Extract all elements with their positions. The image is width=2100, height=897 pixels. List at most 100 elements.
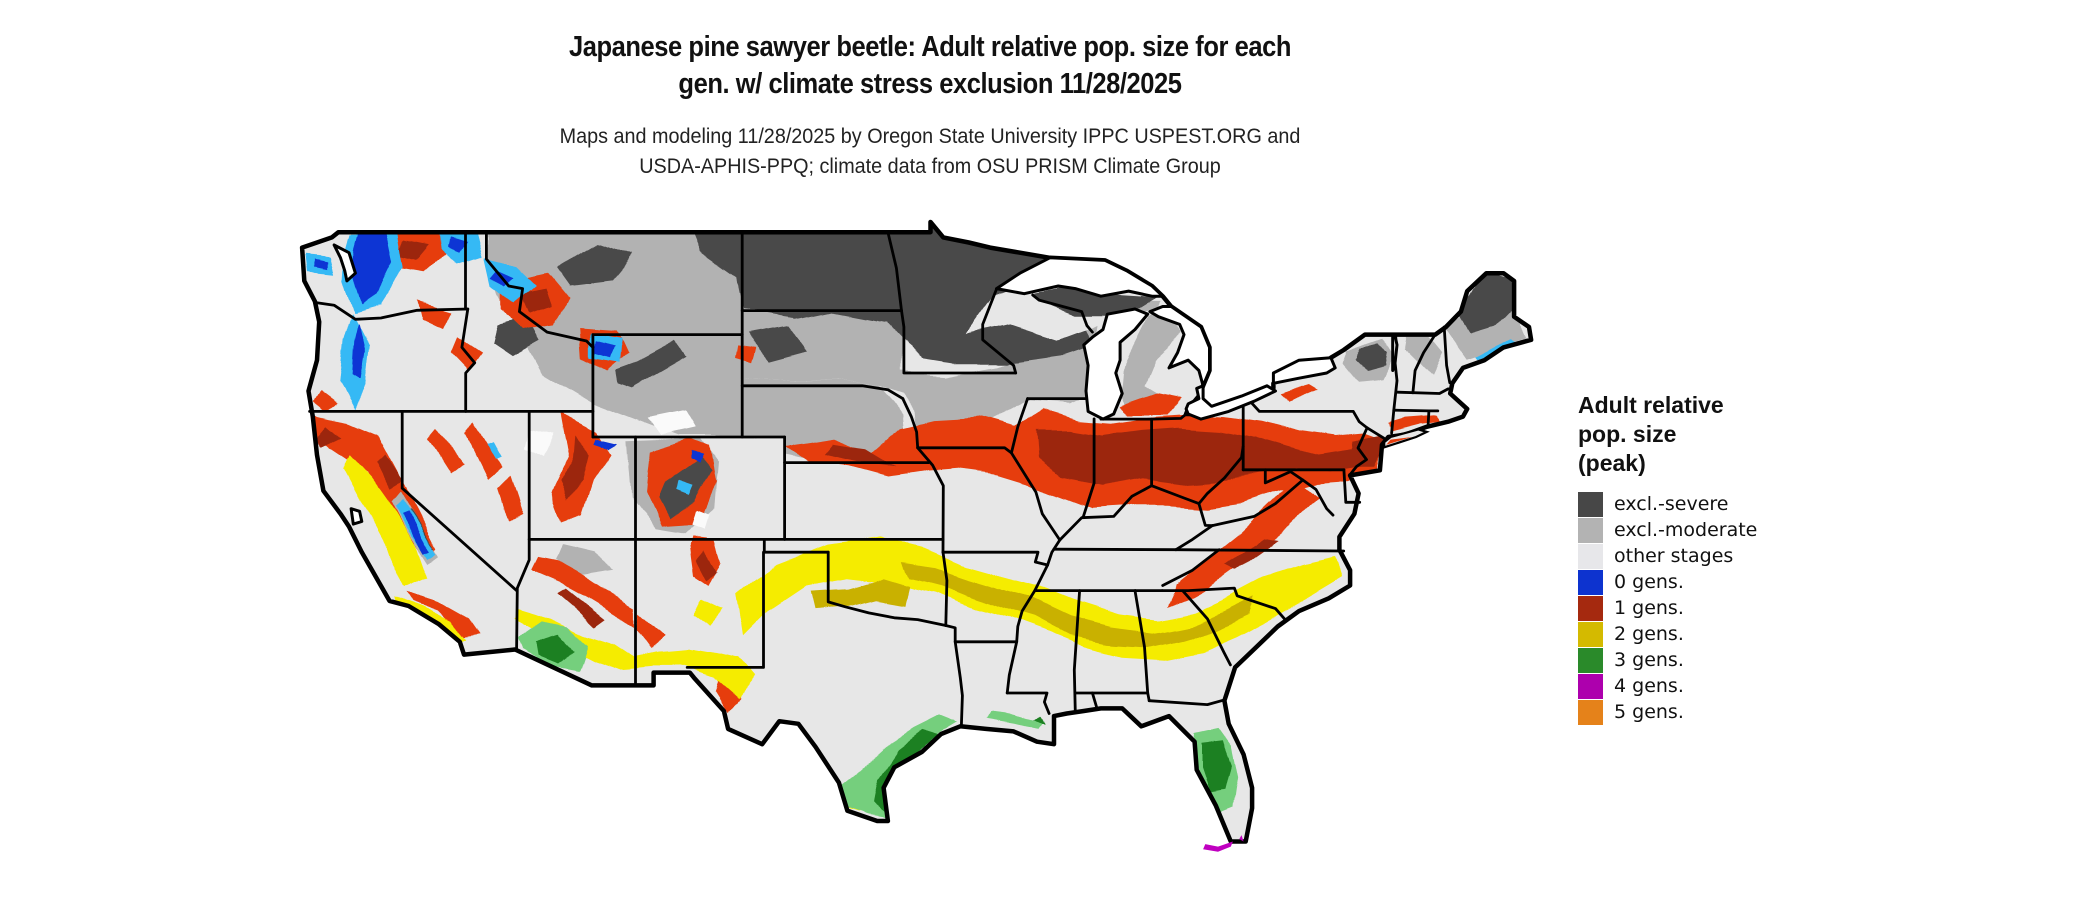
region-severe-sd-northwest bbox=[747, 327, 807, 361]
region-gen2-az-nm-tx-band bbox=[515, 608, 754, 699]
region-gen1d-ohio-valley-core bbox=[1034, 426, 1374, 486]
florida-keys-magenta-b bbox=[1239, 835, 1244, 842]
lake-huron bbox=[1148, 305, 1211, 388]
state-border bbox=[916, 446, 1013, 455]
region-severe-montana-center bbox=[555, 242, 633, 286]
legend-title: Adult relative pop. size (peak) bbox=[1578, 391, 1938, 478]
region-gen1-wa-se bbox=[419, 301, 454, 330]
region-gen1-nevada-ridge-c bbox=[498, 472, 524, 519]
puget-sound bbox=[332, 243, 357, 283]
region-gen0-colorado-fleck bbox=[689, 449, 703, 463]
legend-title-line-1: Adult relative bbox=[1578, 392, 1724, 418]
legend-item-excl-severe: excl.-severe bbox=[1578, 491, 1938, 517]
region-gen1d-utah-core bbox=[559, 437, 590, 501]
state-border bbox=[740, 384, 905, 400]
state-border bbox=[1091, 691, 1098, 709]
region-gen1-black-hills bbox=[734, 344, 756, 363]
region-severe-bighorn-windriver bbox=[615, 342, 686, 389]
state-border bbox=[1147, 698, 1225, 706]
region-severe-northern-band bbox=[689, 222, 1093, 363]
state-border bbox=[1365, 426, 1386, 440]
region-gen1-west-ny bbox=[1277, 383, 1321, 402]
region-gen1-nevada-ridge-b bbox=[466, 421, 503, 478]
state-border bbox=[1099, 411, 1190, 421]
legend-item-label: 5 gens. bbox=[1614, 701, 1684, 723]
state-border bbox=[1072, 589, 1081, 714]
region-gen3-south-texas-core bbox=[873, 731, 937, 814]
region-gen1d-id-mt-core bbox=[521, 288, 552, 315]
legend-item-label: excl.-moderate bbox=[1614, 519, 1758, 541]
region-gen0-olympics-core bbox=[314, 257, 328, 269]
legend-item-5-gens-: 5 gens. bbox=[1578, 699, 1938, 725]
state-border bbox=[900, 309, 1018, 375]
legend-items: excl.-severe excl.-moderate other stages 0 … bbox=[1578, 491, 1938, 725]
state-border bbox=[1263, 468, 1335, 517]
legend-swatch-icon bbox=[1578, 569, 1603, 595]
state-border bbox=[916, 446, 945, 554]
region-gen1d-appalachian-core bbox=[1226, 539, 1278, 571]
legend-item-2-gens-: 2 gens. bbox=[1578, 621, 1938, 647]
state-border bbox=[941, 550, 949, 627]
state-border bbox=[1010, 397, 1062, 542]
region-gen0-id-panhandle-core bbox=[447, 237, 467, 253]
region-severe-maine-north bbox=[1458, 273, 1512, 333]
region-gen2-nm-center bbox=[691, 600, 722, 627]
state-border bbox=[1426, 409, 1431, 429]
region-gen1-mogollon-rim bbox=[532, 557, 635, 627]
legend-item-1-gens-: 1 gens. bbox=[1578, 595, 1938, 621]
state-border bbox=[1411, 333, 1437, 395]
legend-swatch-icon bbox=[1578, 673, 1603, 699]
region-gen3-florida-core bbox=[1201, 741, 1231, 793]
region-gen0-or-cascades-core bbox=[351, 321, 364, 381]
state-border bbox=[400, 410, 518, 592]
legend-item-0-gens-: 0 gens. bbox=[1578, 569, 1938, 595]
region-gen3l-louisiana-coast bbox=[985, 713, 1042, 732]
state-border bbox=[1248, 399, 1369, 430]
lake-champlain bbox=[1391, 333, 1399, 372]
legend-item-label: 0 gens. bbox=[1614, 571, 1684, 593]
region-gen1d-mogollon-core bbox=[557, 588, 605, 627]
region-moderate-dakotas-mn-wi-ia bbox=[743, 311, 1095, 430]
legend-swatch-icon bbox=[1578, 699, 1603, 725]
region-gen1d-sierra-north-core bbox=[376, 455, 403, 489]
map-legend: Adult relative pop. size (peak) excl.-se… bbox=[1578, 391, 1938, 725]
state-border bbox=[1210, 478, 1305, 527]
lake-erie bbox=[1184, 384, 1277, 421]
long-island-red bbox=[1386, 437, 1412, 445]
state-border bbox=[1197, 502, 1214, 527]
state-border bbox=[1082, 417, 1096, 518]
legend-item-3-gens-: 3 gens. bbox=[1578, 647, 1938, 673]
state-border bbox=[685, 550, 765, 669]
region-blank-salt-flats bbox=[525, 429, 554, 458]
state-border bbox=[1160, 586, 1287, 621]
legend-swatch-icon bbox=[1578, 543, 1603, 569]
state-border bbox=[314, 301, 470, 321]
region-gen0l-colorado-fleck bbox=[677, 480, 694, 496]
region-moderate-az-plateau bbox=[555, 544, 616, 576]
florida-keys-magenta-a bbox=[1203, 841, 1233, 852]
region-blank-san-luis-valley bbox=[691, 508, 709, 530]
legend-item-label: excl.-severe bbox=[1614, 493, 1729, 515]
state-border bbox=[886, 230, 903, 312]
legend-item-excl-moderate: excl.-moderate bbox=[1578, 517, 1938, 543]
region-gen2d-ok-tx-core bbox=[811, 577, 910, 609]
legend-item-label: 3 gens. bbox=[1614, 649, 1684, 671]
region-blank-wyoming-basin bbox=[647, 411, 697, 437]
state-border bbox=[485, 230, 595, 349]
legend-swatch-icon bbox=[1578, 595, 1603, 621]
subtitle-line-1: Maps and modeling 11/28/2025 by Oregon S… bbox=[559, 124, 1301, 148]
legend-item-label: other stages bbox=[1614, 545, 1734, 567]
region-gen1d-klamath-core bbox=[317, 424, 343, 448]
legend-swatch-icon bbox=[1578, 647, 1603, 673]
san-francisco-bay bbox=[349, 507, 364, 526]
state-border bbox=[944, 624, 964, 727]
lake-superior bbox=[995, 256, 1165, 298]
legend-swatch-icon bbox=[1578, 517, 1603, 543]
region-gen3-louisiana-dot bbox=[1032, 716, 1044, 727]
region-gen1-nevada-ridge-a bbox=[429, 429, 464, 473]
state-border bbox=[1031, 293, 1094, 334]
lake-ontario bbox=[1271, 356, 1337, 385]
state-border bbox=[1052, 547, 1178, 552]
state-border bbox=[1174, 524, 1214, 552]
